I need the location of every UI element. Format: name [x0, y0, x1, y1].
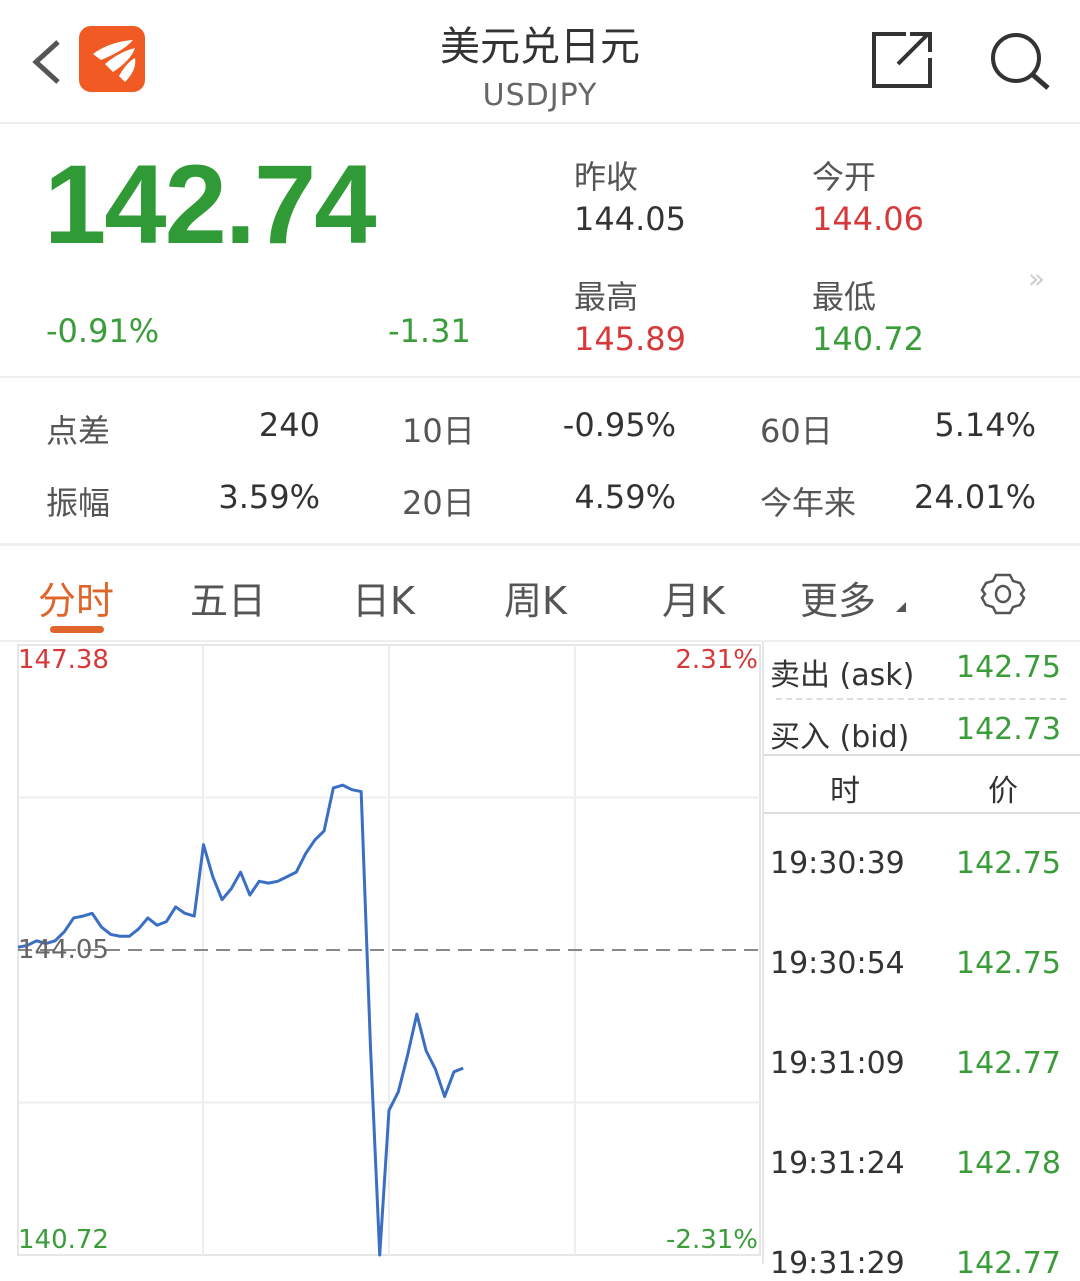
divider: [764, 754, 1080, 756]
open-value: 144.06: [812, 200, 924, 238]
divider: [0, 640, 1080, 642]
change-value: -1.31: [388, 312, 471, 350]
dropdown-caret-icon[interactable]: [896, 602, 906, 612]
y-label-top: 147.38: [18, 645, 109, 675]
stat-label: 60日: [760, 412, 833, 450]
divider: [764, 812, 1080, 814]
stat-label: 振幅: [46, 484, 111, 522]
tab-0[interactable]: 分时: [38, 579, 115, 623]
price-line: [17, 783, 464, 1257]
prev-close-label: 昨收: [574, 158, 639, 196]
header: 美元兑日元 USDJPY: [0, 0, 1080, 124]
symbol-label: USDJPY: [482, 78, 598, 113]
pct-label-bottom: -2.31%: [666, 1225, 758, 1255]
time-column-header: 时: [830, 774, 860, 809]
high-label: 最高: [574, 278, 639, 316]
divider: [0, 543, 1080, 546]
tick-price: 142.75: [956, 946, 1061, 981]
stat-label: 20日: [402, 484, 475, 522]
tab-2[interactable]: 日K: [352, 579, 415, 623]
change-percent: -0.91%: [46, 312, 160, 350]
tab-5[interactable]: 更多: [800, 579, 877, 623]
stat-label: 今年来: [760, 484, 857, 522]
stat-label: 10日: [402, 412, 475, 450]
ask-value: 142.75: [956, 650, 1061, 685]
tab-1[interactable]: 五日: [190, 579, 267, 623]
active-tab-indicator: [50, 626, 104, 633]
y-label-reference: 144.05: [18, 935, 109, 965]
tick-time: 19:31:24: [770, 1146, 905, 1181]
quote-side-panel: 卖出 (ask) 142.75 买入 (bid) 142.73 时 价 19:30:3…: [762, 642, 1080, 1281]
stat-value: -0.95%: [562, 406, 676, 444]
chevron-left-icon[interactable]: [28, 38, 68, 86]
stat-value: 4.59%: [574, 478, 676, 516]
y-label-bottom: 140.72: [18, 1225, 109, 1255]
stat-value: 3.59%: [218, 478, 320, 516]
ask-label: 卖出 (ask): [770, 658, 915, 693]
high-value: 145.89: [574, 320, 686, 358]
tick-price: 142.77: [956, 1046, 1061, 1081]
divider: [0, 376, 1080, 378]
gear-icon[interactable]: [978, 572, 1028, 616]
intraday-chart[interactable]: 147.38 140.72 144.05 2.31% -2.31%: [0, 640, 762, 1264]
low-label: 最低: [812, 278, 877, 316]
double-chevron-right-icon[interactable]: »: [1028, 262, 1046, 295]
tick-time: 19:31:09: [770, 1046, 905, 1081]
bid-value: 142.73: [956, 712, 1061, 747]
stat-label: 点差: [46, 412, 111, 450]
tick-time: 19:30:39: [770, 846, 905, 881]
pct-label-top: 2.31%: [675, 645, 758, 675]
stat-value: 240: [258, 406, 320, 444]
open-label: 今开: [812, 158, 877, 196]
divider: [776, 698, 1066, 700]
price-column-header: 价: [988, 774, 1018, 809]
prev-close-value: 144.05: [574, 200, 686, 238]
tick-time: 19:30:54: [770, 946, 905, 981]
stat-value: 24.01%: [913, 478, 1036, 516]
tick-price: 142.75: [956, 846, 1061, 881]
bid-label: 买入 (bid): [770, 720, 910, 755]
low-value: 140.72: [812, 320, 924, 358]
stat-value: 5.14%: [934, 406, 1036, 444]
tab-4[interactable]: 月K: [662, 579, 725, 623]
current-price: 142.74: [44, 142, 377, 267]
page-title: 美元兑日元: [440, 24, 640, 70]
share-icon[interactable]: [870, 30, 934, 90]
tick-price: 142.78: [956, 1146, 1061, 1181]
app-logo-icon: [79, 26, 145, 92]
search-icon[interactable]: [988, 30, 1052, 92]
tab-3[interactable]: 周K: [504, 579, 567, 623]
